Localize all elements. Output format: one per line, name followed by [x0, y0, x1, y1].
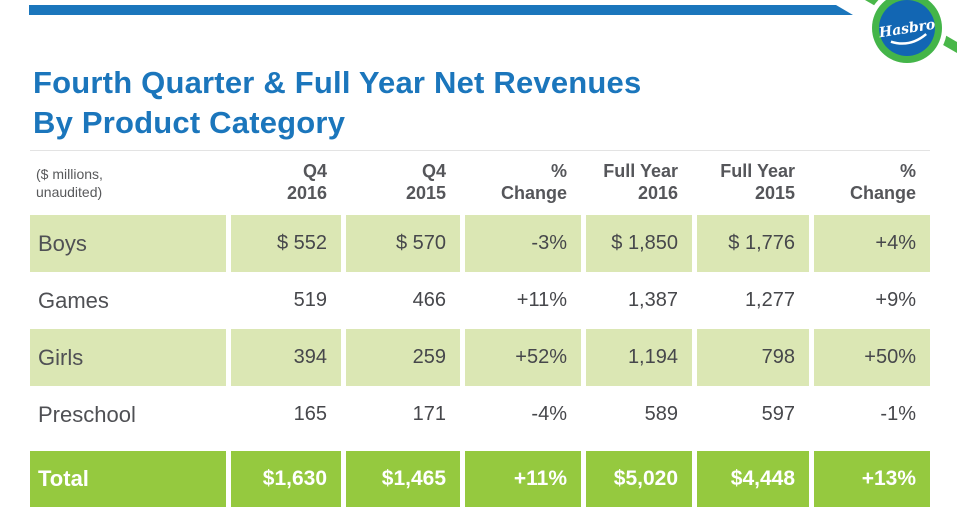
table-cell: $ 552: [231, 215, 341, 272]
table-cell: +13%: [814, 451, 930, 507]
table-cell: 597: [697, 386, 809, 443]
table-cell: 259: [346, 329, 460, 386]
top-accent-bar: [29, 5, 853, 15]
table-row-games: Games 519 466 +11% 1,387 1,277 +9%: [30, 272, 930, 329]
column-header-q4-change: % Change: [500, 161, 567, 203]
table-cell: -1%: [814, 386, 930, 443]
table-cell: $1,465: [346, 451, 460, 507]
table-cell: 394: [231, 329, 341, 386]
hasbro-logo-corner: Hasbro: [865, 0, 957, 68]
table-row-boys: Boys $ 552 $ 570 -3% $ 1,850 $ 1,776 +4%: [30, 215, 930, 272]
table-cell: 589: [586, 386, 692, 443]
table-cell: 1,387: [586, 272, 692, 329]
table-cell: $ 1,850: [586, 215, 692, 272]
table-cell: $ 1,776: [697, 215, 809, 272]
table-cell: 519: [231, 272, 341, 329]
table-header-row: ($ millions, unaudited) Q4 2016 Q4 2015 …: [30, 150, 930, 215]
row-label: Games: [30, 272, 226, 329]
row-label: Preschool: [30, 386, 226, 443]
table-cell: 1,194: [586, 329, 692, 386]
column-header-fy-2016: Full Year 2016: [603, 161, 678, 203]
total-row-label: Total: [30, 451, 226, 507]
column-header-q4-2015: Q4 2015: [405, 161, 446, 203]
table-cell: +11%: [465, 272, 581, 329]
column-header-fy-2015: Full Year 2015: [720, 161, 795, 203]
table-cell: 466: [346, 272, 460, 329]
table-cell: $ 570: [346, 215, 460, 272]
table-cell: 798: [697, 329, 809, 386]
table-cell: +52%: [465, 329, 581, 386]
table-cell: +11%: [465, 451, 581, 507]
page-title-line2: By Product Category: [33, 104, 346, 140]
table-row-girls: Girls 394 259 +52% 1,194 798 +50%: [30, 329, 930, 386]
table-cell: +50%: [814, 329, 930, 386]
page-title: Fourth Quarter & Full Year Net Revenues …: [33, 63, 641, 143]
table-row-preschool: Preschool 165 171 -4% 589 597 -1%: [30, 386, 930, 443]
column-header-fy-change: % Change: [849, 161, 916, 203]
table-cell: +4%: [814, 215, 930, 272]
column-header-q4-2016: Q4 2016: [286, 161, 327, 203]
table-cell: +9%: [814, 272, 930, 329]
table-cell: 165: [231, 386, 341, 443]
row-label: Girls: [30, 329, 226, 386]
table-cell: $4,448: [697, 451, 809, 507]
table-cell: -4%: [465, 386, 581, 443]
table-total-row: Total $1,630 $1,465 +11% $5,020 $4,448 +…: [30, 451, 930, 507]
table-cell: $1,630: [231, 451, 341, 507]
table-cell: 171: [346, 386, 460, 443]
table-cell: 1,277: [697, 272, 809, 329]
table-cell: -3%: [465, 215, 581, 272]
unit-note: ($ millions, unaudited): [36, 165, 103, 200]
row-label: Boys: [30, 215, 226, 272]
table-cell: $5,020: [586, 451, 692, 507]
revenue-table: ($ millions, unaudited) Q4 2016 Q4 2015 …: [30, 150, 930, 507]
page-title-line1: Fourth Quarter & Full Year Net Revenues: [33, 64, 642, 100]
logo-smile: [890, 33, 927, 45]
